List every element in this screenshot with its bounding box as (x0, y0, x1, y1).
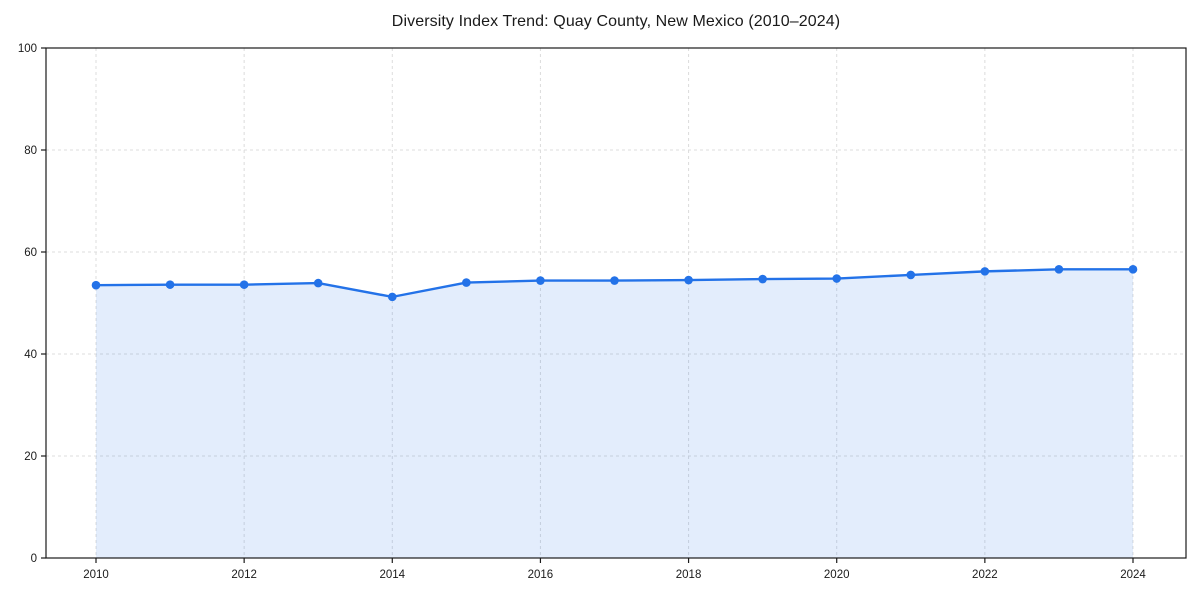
data-point (610, 276, 619, 285)
data-point (91, 280, 101, 290)
x-tick-label: 2016 (528, 569, 554, 581)
x-tick-label: 2010 (83, 569, 109, 581)
data-point (1128, 265, 1138, 274)
y-tick-label: 20 (24, 451, 37, 463)
plot-border (45, 47, 1187, 559)
x-tick-label: 2012 (231, 569, 257, 581)
data-point (239, 280, 249, 289)
y-tick-label: 0 (31, 553, 37, 565)
data-point (536, 276, 545, 285)
x-tick-label: 2022 (972, 569, 998, 581)
data-point (1054, 265, 1064, 274)
data-point (980, 267, 990, 276)
data-point (462, 278, 471, 287)
x-tick-label: 2024 (1120, 569, 1146, 581)
y-tick-label: 40 (24, 349, 37, 361)
chart-title: Diversity Index Trend: Quay County, New … (391, 13, 841, 30)
y-tick-label: 100 (18, 43, 37, 55)
x-tick-label: 2018 (676, 569, 702, 581)
data-point (906, 270, 916, 280)
data-point (758, 274, 767, 284)
x-tick-label: 2020 (824, 569, 850, 581)
y-tick-label: 80 (24, 145, 37, 157)
data-point (387, 292, 397, 302)
data-point (832, 274, 842, 283)
data-point (165, 280, 175, 289)
data-point (684, 275, 693, 285)
y-tick-label: 60 (24, 247, 37, 259)
data-point (313, 278, 323, 288)
x-tick-label: 2014 (379, 569, 405, 581)
area-fill (96, 269, 1133, 558)
